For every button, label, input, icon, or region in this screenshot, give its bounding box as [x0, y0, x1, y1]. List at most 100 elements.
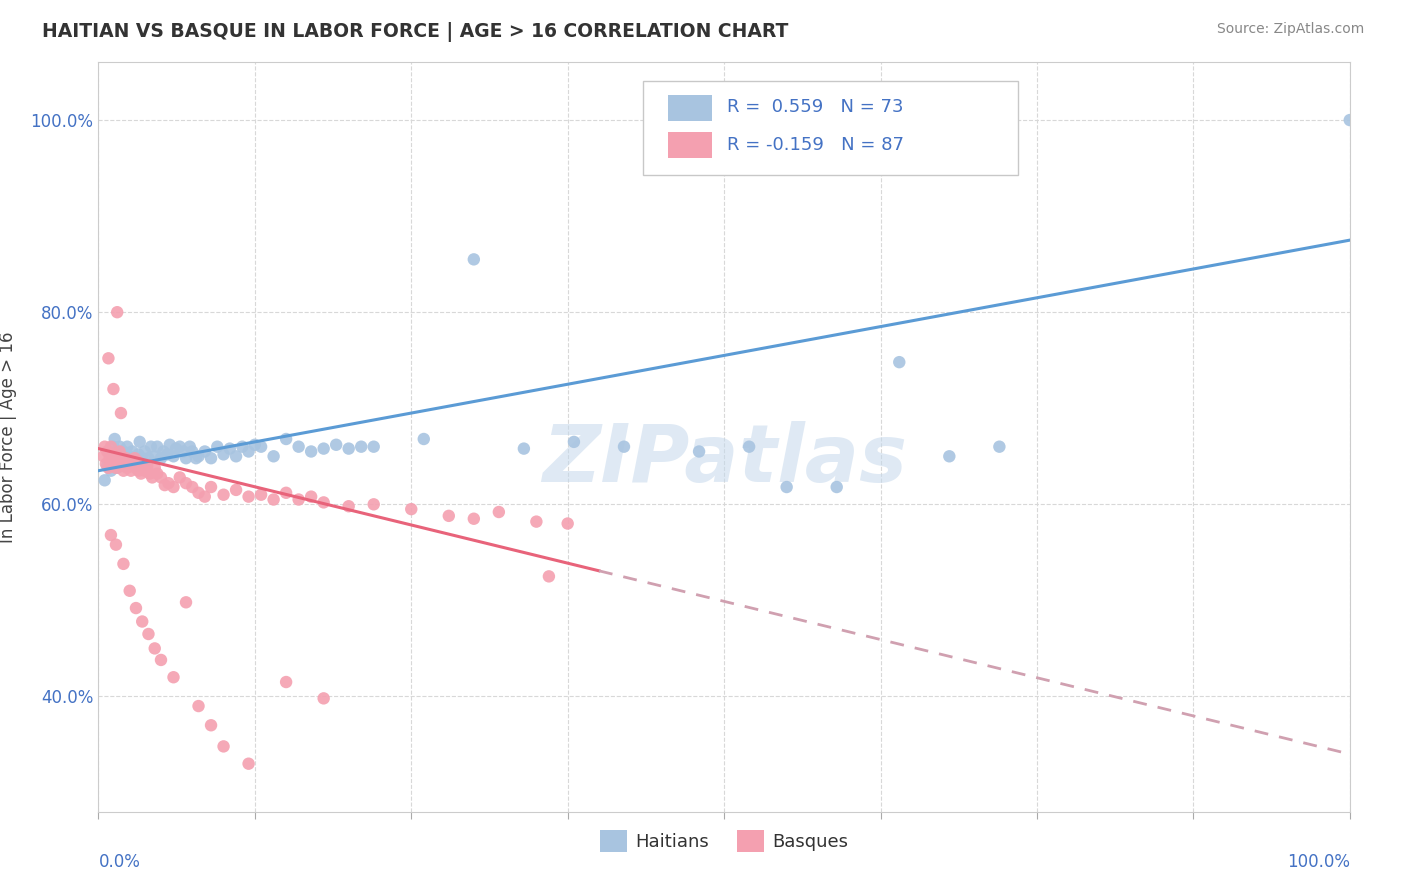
- Point: [107, 454, 129, 468]
- Point: [218, 442, 240, 456]
- Point: [274, 675, 298, 690]
- Point: [97, 460, 120, 475]
- Point: [138, 451, 160, 466]
- Point: [111, 451, 134, 466]
- Point: [103, 382, 125, 396]
- Point: [231, 440, 253, 454]
- Point: [212, 488, 235, 502]
- Text: 0.0%: 0.0%: [98, 853, 141, 871]
- Point: [103, 458, 125, 473]
- Point: [112, 557, 135, 571]
- FancyBboxPatch shape: [668, 95, 711, 121]
- Point: [187, 699, 209, 714]
- Point: [225, 483, 247, 497]
- Point: [105, 450, 128, 464]
- Text: R = -0.159   N = 87: R = -0.159 N = 87: [727, 136, 904, 153]
- Point: [97, 351, 120, 366]
- Point: [117, 454, 139, 468]
- Point: [238, 490, 260, 504]
- Point: [104, 432, 127, 446]
- Point: [537, 569, 560, 583]
- Point: [105, 460, 128, 475]
- Point: [162, 670, 184, 684]
- Point: [363, 497, 385, 511]
- Text: Source: ZipAtlas.com: Source: ZipAtlas.com: [1216, 22, 1364, 37]
- Point: [174, 451, 197, 466]
- Point: [134, 464, 156, 478]
- Point: [93, 473, 115, 487]
- Point: [93, 450, 115, 464]
- Point: [129, 467, 152, 481]
- Point: [127, 464, 149, 478]
- Point: [120, 464, 142, 478]
- Point: [122, 454, 145, 468]
- Point: [513, 442, 536, 456]
- Y-axis label: In Labor Force | Age > 16: In Labor Force | Age > 16: [0, 331, 17, 543]
- Point: [136, 458, 159, 473]
- Point: [363, 440, 385, 454]
- Point: [274, 432, 298, 446]
- Point: [181, 480, 204, 494]
- Point: [124, 451, 146, 466]
- Point: [825, 480, 848, 494]
- Point: [98, 451, 121, 466]
- Point: [156, 447, 179, 461]
- Point: [889, 355, 911, 369]
- Point: [688, 444, 710, 458]
- Point: [159, 438, 181, 452]
- Point: [122, 458, 145, 473]
- Point: [105, 305, 128, 319]
- Point: [125, 601, 148, 615]
- Point: [287, 492, 309, 507]
- Point: [125, 460, 148, 475]
- Point: [118, 450, 141, 464]
- Point: [738, 440, 761, 454]
- Point: [100, 440, 122, 454]
- Point: [225, 450, 247, 464]
- Point: [312, 495, 335, 509]
- Point: [174, 595, 197, 609]
- Point: [207, 440, 229, 454]
- Point: [131, 451, 153, 466]
- Point: [101, 450, 124, 464]
- Point: [131, 615, 153, 629]
- Point: [250, 440, 273, 454]
- Point: [121, 444, 143, 458]
- Point: [463, 512, 485, 526]
- Point: [103, 440, 125, 454]
- Point: [150, 451, 173, 466]
- Point: [146, 467, 169, 481]
- Point: [200, 718, 222, 732]
- Point: [112, 464, 135, 478]
- Point: [115, 451, 138, 466]
- Point: [134, 444, 156, 458]
- Point: [401, 502, 423, 516]
- Point: [110, 454, 132, 468]
- Point: [94, 457, 117, 471]
- Point: [143, 641, 166, 656]
- Point: [194, 490, 217, 504]
- Point: [524, 515, 547, 529]
- Point: [128, 458, 150, 473]
- Point: [162, 450, 184, 464]
- Point: [143, 460, 166, 475]
- Point: [150, 653, 173, 667]
- Point: [200, 451, 222, 466]
- Point: [152, 444, 174, 458]
- Point: [243, 438, 266, 452]
- Point: [187, 485, 209, 500]
- Point: [112, 444, 135, 458]
- Point: [179, 440, 201, 454]
- Legend: Haitians, Basques: Haitians, Basques: [592, 822, 856, 859]
- Point: [115, 440, 138, 454]
- Point: [437, 508, 460, 523]
- Point: [238, 444, 260, 458]
- Point: [108, 440, 131, 454]
- Point: [165, 442, 187, 456]
- Point: [101, 454, 124, 468]
- Point: [150, 470, 173, 484]
- Point: [200, 480, 222, 494]
- Text: 100.0%: 100.0%: [1286, 853, 1350, 871]
- Point: [613, 440, 636, 454]
- Point: [128, 434, 150, 449]
